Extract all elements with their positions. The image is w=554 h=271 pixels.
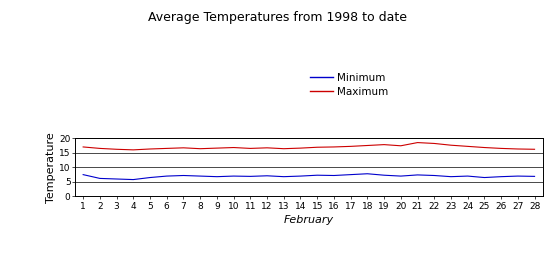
- Y-axis label: Temperature: Temperature: [47, 132, 57, 203]
- Legend: Minimum, Maximum: Minimum, Maximum: [310, 73, 388, 97]
- Text: Average Temperatures from 1998 to date: Average Temperatures from 1998 to date: [147, 11, 407, 24]
- X-axis label: February: February: [284, 215, 334, 225]
